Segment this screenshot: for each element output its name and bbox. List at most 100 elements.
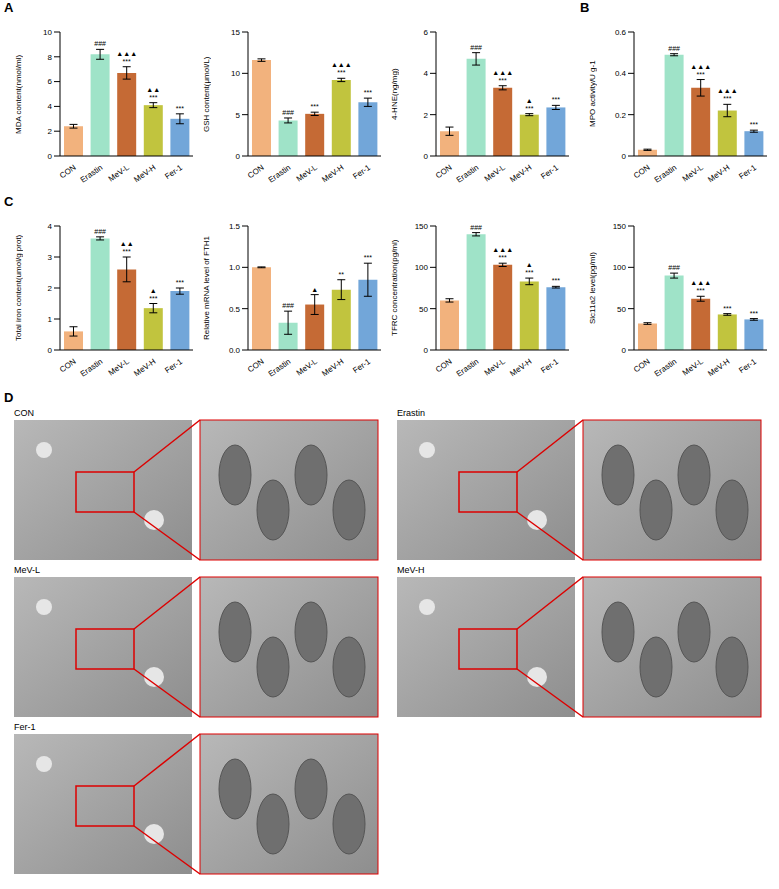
svg-text:0: 0	[622, 152, 627, 161]
svg-text:0: 0	[48, 152, 53, 161]
svg-text:150: 150	[613, 222, 627, 231]
svg-text:2: 2	[48, 284, 53, 293]
svg-text:1.5: 1.5	[229, 222, 241, 231]
svg-text:▲: ▲	[311, 286, 318, 293]
svg-text:▲▲▲: ▲▲▲	[492, 246, 513, 253]
svg-text:▲: ▲	[150, 287, 157, 294]
svg-text:4: 4	[48, 102, 53, 111]
svg-text:CON: CON	[632, 163, 652, 181]
svg-text:MeV-H: MeV-H	[508, 357, 533, 379]
svg-text:Fer-1: Fer-1	[163, 357, 184, 376]
svg-text:***: ***	[750, 121, 758, 128]
svg-text:▲▲: ▲▲	[120, 240, 134, 247]
svg-text:100: 100	[415, 263, 429, 272]
svg-text:▲▲▲: ▲▲▲	[717, 87, 738, 94]
svg-text:MeV-L: MeV-L	[681, 163, 706, 184]
svg-text:MeV-L: MeV-L	[295, 163, 320, 184]
svg-text:Fer-1: Fer-1	[539, 357, 560, 376]
svg-text:MeV-L: MeV-L	[483, 357, 508, 378]
svg-text:***: ***	[525, 105, 533, 112]
svg-text:0: 0	[424, 152, 429, 161]
svg-text:100: 100	[613, 263, 627, 272]
svg-text:MeV-H: MeV-H	[132, 357, 157, 379]
svg-text:0: 0	[236, 152, 241, 161]
svg-text:Fer-1: Fer-1	[163, 163, 184, 182]
svg-text:5: 5	[236, 111, 241, 120]
svg-text:Fer-1: Fer-1	[737, 357, 758, 376]
svg-text:4: 4	[424, 69, 429, 78]
svg-text:***: ***	[311, 103, 319, 110]
svg-text:CON: CON	[632, 357, 652, 375]
svg-text:MeV-H: MeV-H	[397, 565, 425, 575]
svg-text:Fer-1: Fer-1	[351, 163, 372, 182]
svg-text:###: ###	[282, 302, 294, 309]
svg-text:###: ###	[668, 45, 680, 52]
svg-text:CON: CON	[14, 408, 34, 418]
svg-text:CON: CON	[434, 357, 454, 375]
svg-text:▲▲▲: ▲▲▲	[116, 50, 137, 57]
svg-text:Erastin: Erastin	[79, 163, 105, 185]
svg-text:***: ***	[723, 95, 731, 102]
svg-text:***: ***	[750, 310, 758, 317]
svg-text:***: ***	[723, 305, 731, 312]
svg-text:Erastin: Erastin	[653, 163, 679, 185]
svg-text:CON: CON	[434, 163, 454, 181]
svg-text:***: ***	[364, 89, 372, 96]
svg-text:10: 10	[43, 28, 52, 37]
svg-text:MeV-L: MeV-L	[107, 357, 132, 378]
svg-text:Erastin: Erastin	[79, 357, 105, 379]
svg-text:0.5: 0.5	[229, 305, 241, 314]
svg-text:***: ***	[697, 71, 705, 78]
svg-text:MeV-H: MeV-H	[320, 357, 345, 379]
svg-text:0.2: 0.2	[615, 111, 627, 120]
svg-text:MeV-L: MeV-L	[107, 163, 132, 184]
svg-text:***: ***	[364, 254, 372, 261]
svg-text:▲▲▲: ▲▲▲	[492, 69, 513, 76]
svg-text:***: ***	[499, 254, 507, 261]
svg-text:8: 8	[48, 53, 53, 62]
svg-text:50: 50	[419, 305, 428, 314]
svg-text:***: ***	[552, 277, 560, 284]
svg-text:***: ***	[149, 295, 157, 302]
svg-text:###: ###	[282, 109, 294, 116]
svg-text:0.6: 0.6	[615, 28, 627, 37]
svg-text:Erastin: Erastin	[267, 163, 293, 185]
svg-text:▲▲▲: ▲▲▲	[690, 63, 711, 70]
svg-text:MeV-L: MeV-L	[14, 565, 40, 575]
svg-text:MeV-H: MeV-H	[706, 163, 731, 185]
svg-text:MeV-H: MeV-H	[320, 163, 345, 185]
svg-text:MeV-L: MeV-L	[295, 357, 320, 378]
svg-text:0.0: 0.0	[229, 346, 241, 355]
svg-text:150: 150	[415, 222, 429, 231]
svg-text:MeV-H: MeV-H	[706, 357, 731, 379]
svg-text:Erastin: Erastin	[267, 357, 293, 379]
svg-text:▲: ▲	[526, 97, 533, 104]
svg-text:***: ***	[176, 279, 184, 286]
svg-text:###: ###	[94, 228, 106, 235]
svg-text:2: 2	[424, 111, 429, 120]
svg-text:***: ***	[176, 105, 184, 112]
svg-text:10: 10	[231, 69, 240, 78]
svg-text:###: ###	[470, 44, 482, 51]
svg-text:1.0: 1.0	[229, 263, 241, 272]
svg-text:###: ###	[470, 224, 482, 231]
svg-text:***: ***	[552, 96, 560, 103]
svg-text:***: ***	[149, 94, 157, 101]
svg-text:***: ***	[123, 58, 131, 65]
svg-text:CON: CON	[246, 163, 266, 181]
svg-text:MeV-L: MeV-L	[681, 357, 706, 378]
svg-text:▲▲▲: ▲▲▲	[331, 61, 352, 68]
svg-text:***: ***	[525, 269, 533, 276]
svg-text:Erastin: Erastin	[397, 408, 425, 418]
svg-text:Erastin: Erastin	[653, 357, 679, 379]
svg-text:▲: ▲	[526, 261, 533, 268]
svg-text:Fer-1: Fer-1	[539, 163, 560, 182]
svg-text:###: ###	[668, 264, 680, 271]
svg-text:Erastin: Erastin	[455, 163, 481, 185]
svg-text:6: 6	[424, 28, 429, 37]
svg-text:1: 1	[48, 315, 53, 324]
svg-text:0: 0	[48, 346, 53, 355]
svg-text:MeV-H: MeV-H	[508, 163, 533, 185]
svg-text:**: **	[339, 271, 345, 278]
svg-text:###: ###	[94, 40, 106, 47]
